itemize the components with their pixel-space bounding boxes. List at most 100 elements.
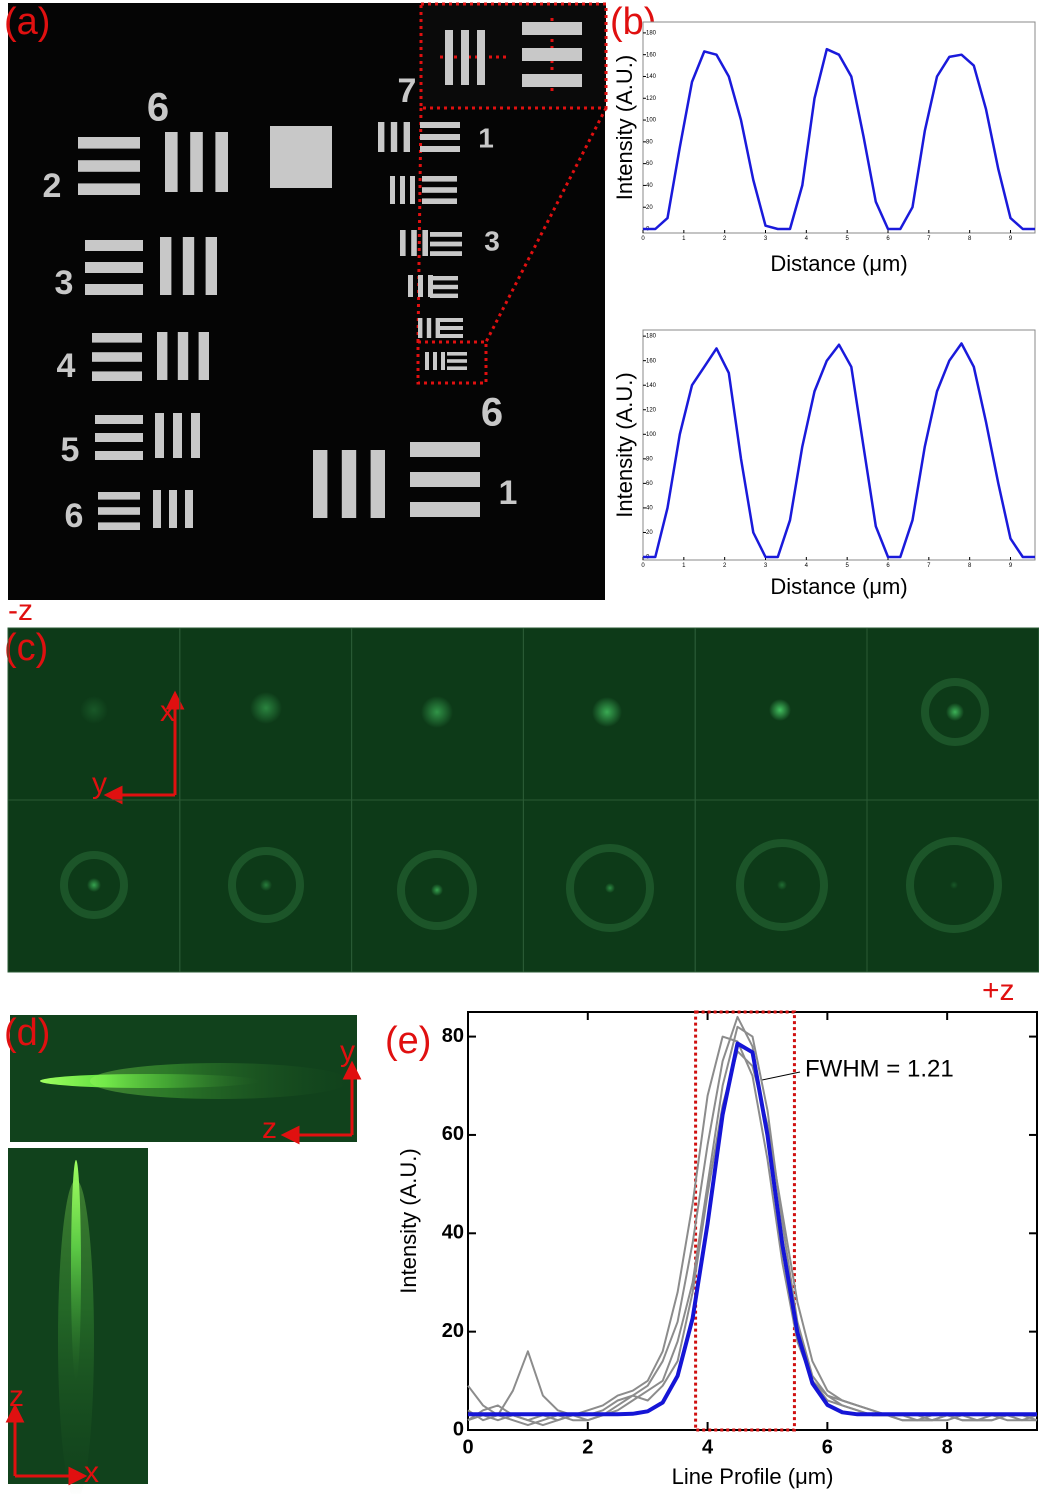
- target-bar: [92, 371, 142, 381]
- target-label: 7: [398, 72, 417, 110]
- x-tick-label: 4: [805, 236, 809, 242]
- plot-frame: [643, 330, 1035, 560]
- psf-spot: [777, 880, 787, 890]
- y-tick-label: 100: [646, 118, 657, 124]
- x-tick-label: 9: [1009, 563, 1013, 569]
- y-tick-label: 20: [646, 205, 653, 211]
- target-bar: [157, 332, 167, 380]
- target-bar: [400, 230, 406, 256]
- x-tick-label: 8: [942, 1436, 953, 1458]
- target-bar: [371, 450, 385, 518]
- target-bar: [153, 490, 161, 528]
- x-tick-label: 1: [682, 236, 686, 242]
- psf-spot: [592, 697, 622, 727]
- target-bar: [342, 450, 356, 518]
- target-bar: [191, 413, 200, 458]
- y-tick-label: 140: [646, 74, 657, 80]
- target-bar: [378, 122, 384, 152]
- target-bar: [98, 522, 140, 530]
- psf-spot: [769, 699, 791, 721]
- y-tick-label: 120: [646, 96, 657, 102]
- target-bar: [522, 22, 582, 35]
- target-bar: [215, 132, 228, 192]
- psf-spot: [260, 879, 272, 891]
- target-bar: [430, 285, 458, 289]
- target-bar: [98, 507, 140, 515]
- y-tick-label: 40: [646, 505, 653, 511]
- y-axis-label: Intensity (A.U.): [612, 372, 637, 517]
- target-bar: [169, 490, 177, 528]
- psf-spot: [946, 703, 964, 721]
- x-tick-label: 8: [968, 236, 972, 242]
- target-bar: [78, 160, 140, 172]
- target-bar: [98, 492, 140, 500]
- x-tick-label: 6: [886, 563, 890, 569]
- panel-label: (d): [4, 1012, 50, 1054]
- y-tick-label: 40: [646, 183, 653, 189]
- target-label: 1: [499, 474, 518, 512]
- target-bar: [422, 198, 457, 204]
- y-tick-label: 40: [442, 1222, 464, 1244]
- figure: (a) (b) (c) (d) (e) -z +z x y y z z x 62…: [0, 0, 1039, 1494]
- x-tick-label: 2: [582, 1436, 593, 1458]
- target-bar: [461, 30, 469, 85]
- x-tick-label: 5: [845, 563, 849, 569]
- target-bar: [95, 451, 143, 460]
- x-axis-label: Line Profile (μm): [672, 1464, 834, 1489]
- target-bar: [391, 122, 397, 152]
- target-bar: [438, 318, 463, 322]
- z-label: +z: [982, 974, 1015, 1007]
- target-bar: [410, 442, 480, 457]
- target-bar: [410, 502, 480, 517]
- target-bar: [183, 237, 194, 295]
- x-tick-label: 6: [886, 236, 890, 242]
- target-bar: [522, 74, 582, 87]
- target-bar: [430, 232, 462, 237]
- x-tick-label: 0: [641, 236, 645, 242]
- target-bar: [422, 187, 457, 193]
- target-bar: [441, 352, 445, 370]
- psf-spot: [250, 692, 282, 724]
- target-bar: [95, 433, 143, 442]
- target-bar: [430, 251, 462, 256]
- beam-spread: [90, 1063, 350, 1099]
- target-bar: [78, 137, 140, 149]
- target-bar: [92, 352, 142, 362]
- psf-spot: [605, 883, 615, 893]
- x-tick-label: 4: [805, 563, 809, 569]
- psf-spot: [421, 696, 453, 728]
- x-tick-label: 7: [927, 236, 931, 242]
- x-tick-label: 6: [822, 1436, 833, 1458]
- x-tick-label: 5: [845, 236, 849, 242]
- target-bar: [390, 176, 395, 204]
- target-bar: [78, 183, 140, 195]
- target-bar: [410, 176, 415, 204]
- target-bar: [422, 176, 457, 182]
- target-bar: [447, 352, 467, 356]
- target-label: 5: [61, 431, 80, 469]
- psf-spot: [87, 878, 101, 892]
- target-bar: [85, 262, 143, 273]
- target-bar: [445, 30, 453, 85]
- y-tick-label: 20: [646, 530, 653, 536]
- x-axis-label: Distance (μm): [770, 574, 907, 599]
- target-label: 6: [481, 391, 503, 435]
- annotation: FWHM = 1.21: [805, 1055, 954, 1082]
- x-tick-label: 9: [1009, 236, 1013, 242]
- target-bar: [173, 413, 182, 458]
- target-bar: [430, 294, 458, 298]
- y-tick-label: 180: [646, 334, 657, 340]
- y-tick-label: 160: [646, 52, 657, 58]
- target-bar: [410, 472, 480, 487]
- panel-label: (e): [385, 1020, 431, 1062]
- target-bar: [85, 284, 143, 295]
- axis-label: y: [92, 767, 107, 800]
- axis-label: z: [9, 1380, 24, 1413]
- y-tick-label: 80: [442, 1025, 464, 1047]
- target-bar: [427, 318, 431, 338]
- y-tick-label: 60: [646, 161, 653, 167]
- x-axis-label: Distance (μm): [770, 251, 907, 276]
- psf-spot: [950, 881, 958, 889]
- target-bar: [199, 332, 209, 380]
- target-bar: [433, 352, 437, 370]
